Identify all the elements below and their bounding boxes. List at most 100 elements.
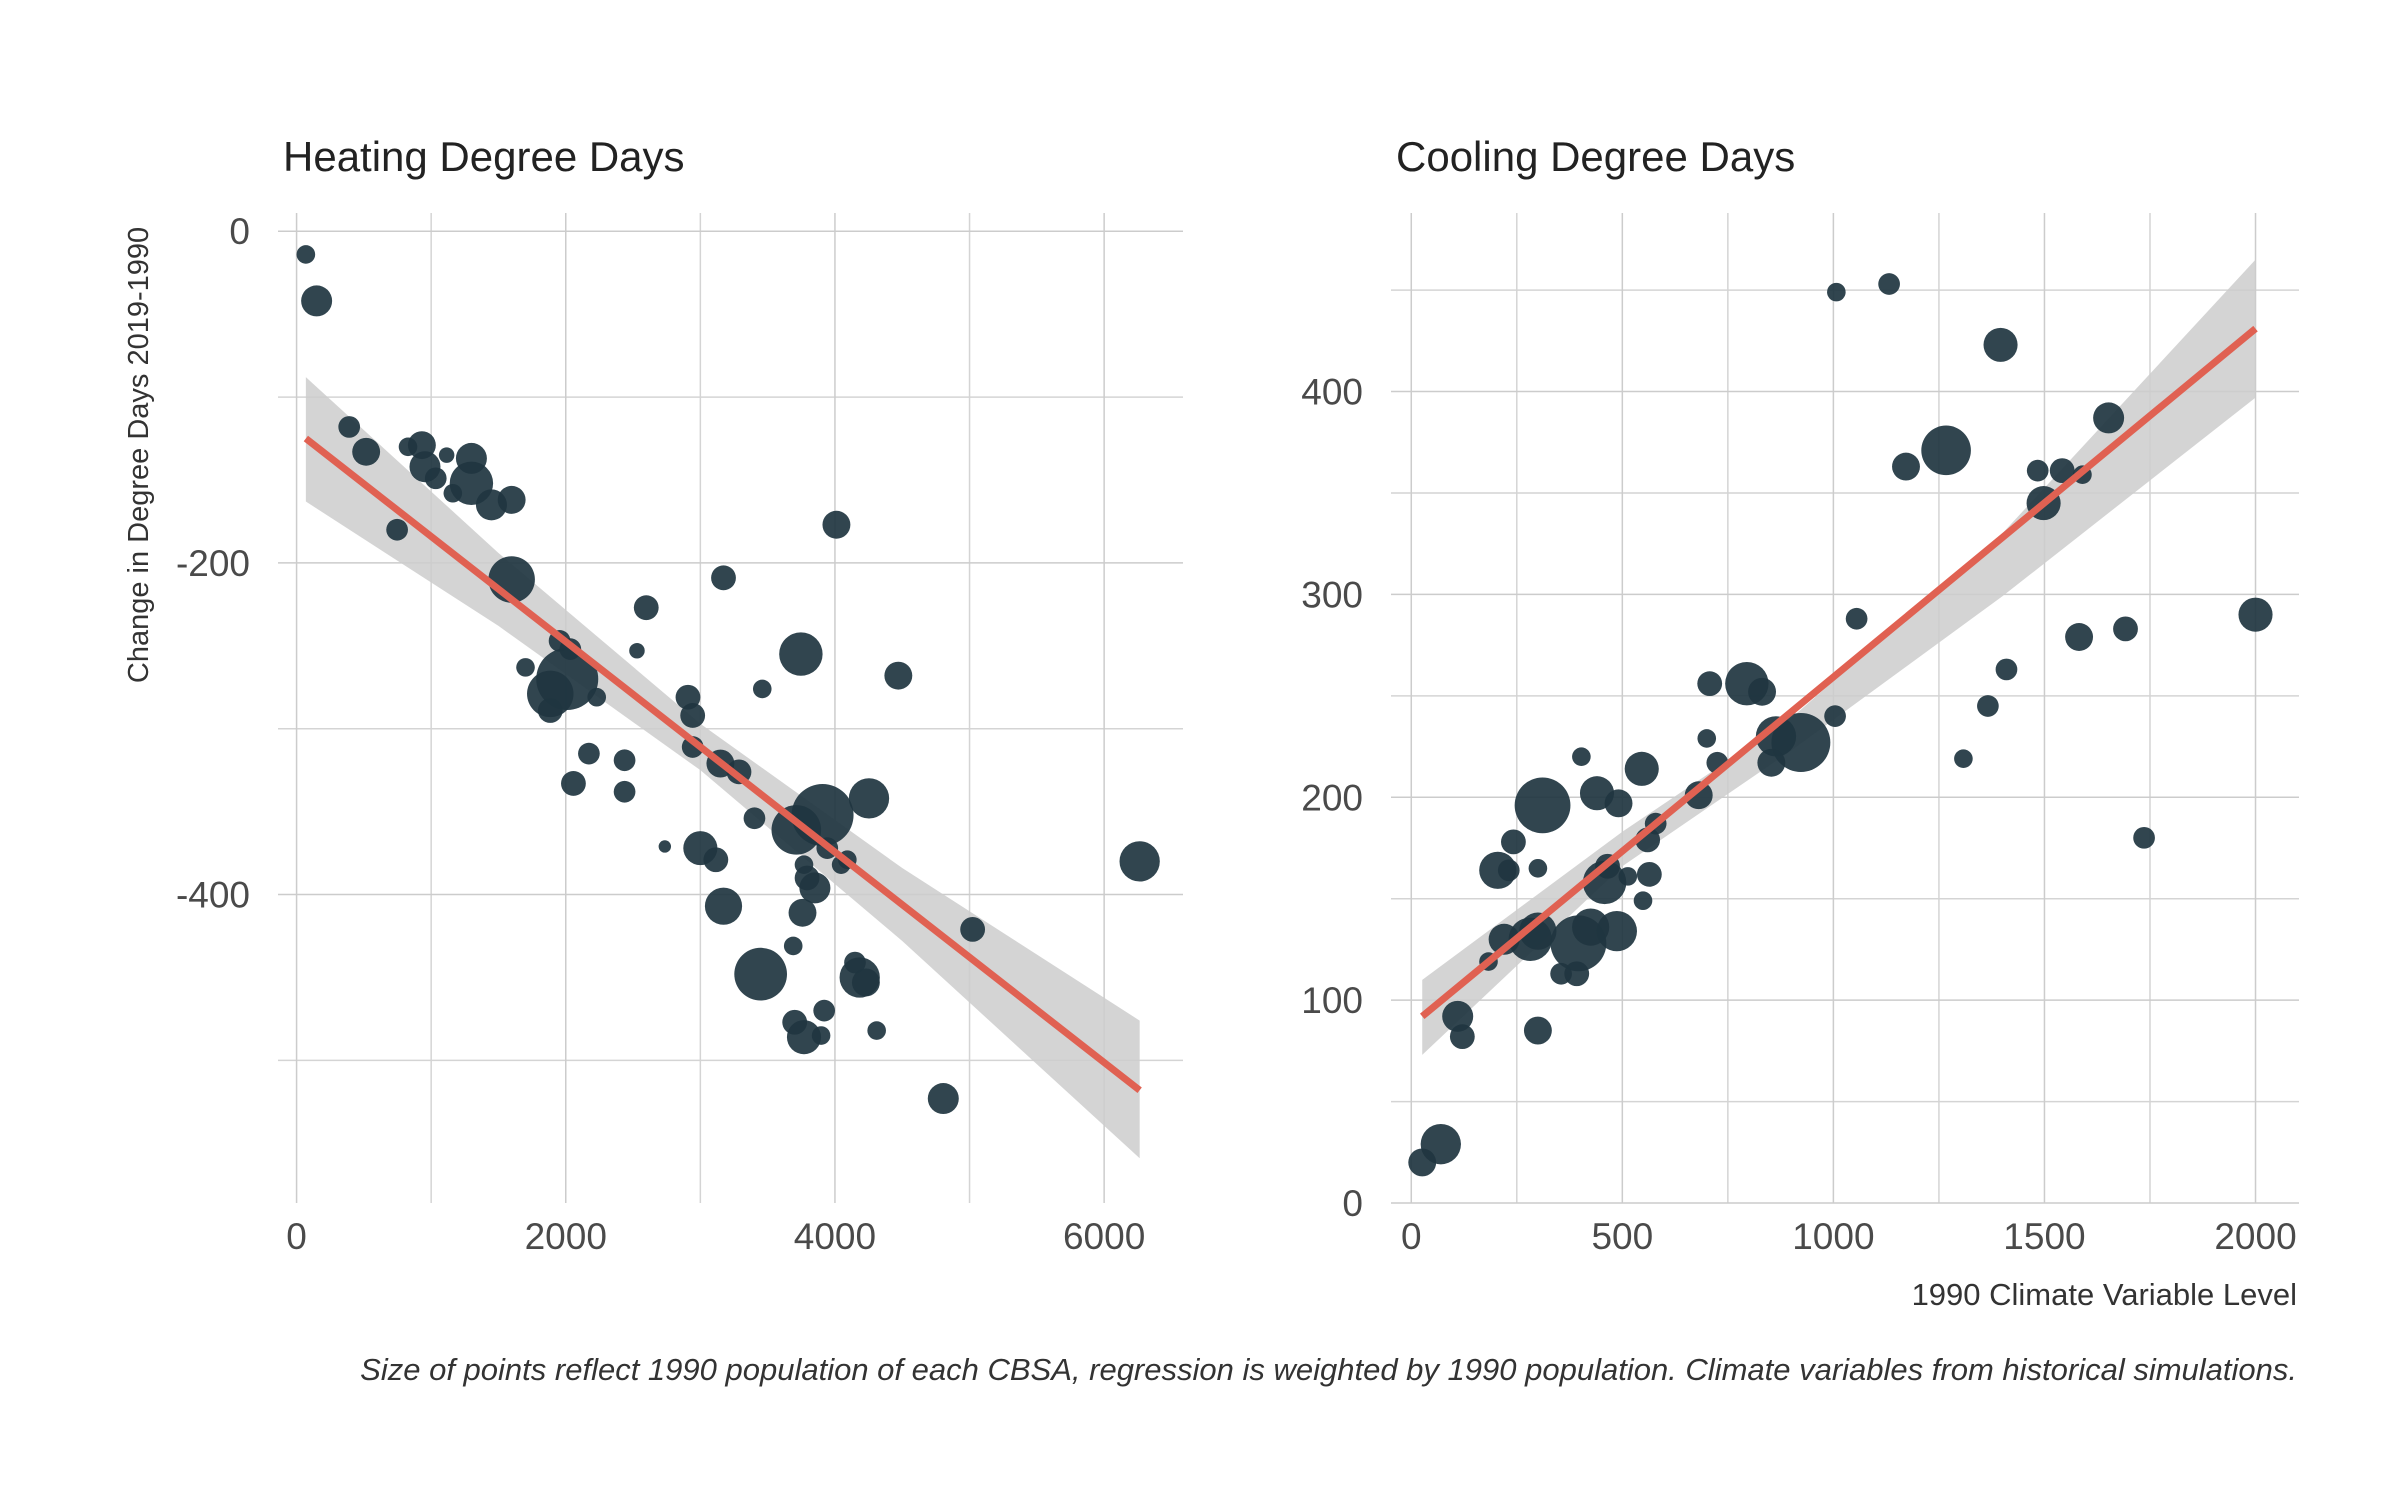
point (1684, 781, 1713, 810)
point (1697, 671, 1723, 697)
point (338, 416, 361, 438)
x-axis-label: 1990 Climate Variable Level (1912, 1277, 2297, 1312)
point (629, 643, 645, 659)
point (1995, 658, 2018, 681)
point (960, 916, 986, 942)
point (884, 661, 913, 690)
point (1119, 841, 1160, 882)
point (658, 840, 672, 853)
point (296, 245, 316, 264)
y-tick-label: -200 (176, 543, 250, 584)
point (1449, 1024, 1475, 1050)
point (791, 783, 854, 846)
point (788, 898, 817, 927)
point (497, 485, 526, 514)
x-tick-label: 1500 (2003, 1216, 2085, 1257)
point (536, 647, 599, 710)
point (1757, 748, 1786, 777)
point (1633, 891, 1653, 911)
point (2113, 616, 2138, 642)
y-tick-label: 0 (1342, 1183, 1363, 1224)
point (613, 749, 636, 772)
point (680, 703, 706, 728)
point (1497, 859, 1520, 882)
point (2133, 826, 2155, 849)
point (743, 807, 766, 830)
point (516, 658, 535, 677)
point (1824, 705, 1846, 727)
point (703, 847, 729, 873)
point (1523, 1016, 1552, 1045)
point (438, 447, 455, 463)
point (1827, 282, 1846, 302)
point (633, 595, 659, 621)
point (1892, 452, 1920, 481)
point (1845, 607, 1868, 630)
point (1519, 912, 1557, 950)
x-tick-label: 6000 (1063, 1216, 1145, 1257)
point (1983, 327, 2018, 362)
point (2026, 459, 2049, 482)
point (1596, 911, 1637, 952)
x-tick-label: 1000 (1792, 1216, 1874, 1257)
point (1442, 1000, 1474, 1032)
y-tick-label: 0 (229, 211, 250, 252)
point (779, 632, 823, 676)
y-axis-label: Change in Degree Days 2019-1990 (123, 227, 155, 683)
y-tick-label: 100 (1301, 980, 1363, 1021)
point (704, 887, 743, 925)
x-tick-label: 0 (1401, 1216, 1422, 1257)
x-tick-label: 4000 (794, 1216, 876, 1257)
point (2065, 623, 2094, 651)
point (1878, 273, 1900, 295)
caption: Size of points reflect 1990 population o… (360, 1352, 2297, 1387)
point (1514, 777, 1571, 834)
panel-title: Cooling Degree Days (1396, 133, 1795, 180)
point (301, 285, 333, 317)
point (561, 771, 586, 796)
point (587, 687, 607, 707)
point (799, 872, 831, 904)
x-tick-label: 500 (1591, 1216, 1653, 1257)
point (386, 518, 408, 541)
point (752, 679, 772, 699)
y-tick-label: 200 (1301, 777, 1363, 818)
panel: 0 500 1000 1500 2000 0 100 200 300 400 Cooling Deg… (1301, 133, 2299, 1312)
y-tick-label: -400 (176, 875, 250, 916)
y-tick-label: 300 (1301, 574, 1363, 615)
point (578, 742, 600, 765)
point (2238, 597, 2273, 632)
panel: 0 2000 4000 6000 0 -200 -400 Heating Degree Day… (123, 133, 1183, 1257)
point (2049, 458, 2075, 484)
point (786, 1020, 822, 1055)
point (424, 467, 447, 490)
point (1921, 425, 1971, 476)
point (2093, 402, 2125, 434)
x-tick-label: 0 (286, 1216, 307, 1257)
point (1528, 858, 1548, 878)
point (352, 437, 381, 466)
point (1954, 749, 1973, 769)
point (1624, 751, 1659, 786)
point (822, 510, 851, 539)
point (734, 947, 787, 1001)
point (1618, 867, 1638, 886)
y-tick-label: 400 (1301, 372, 1363, 413)
point (851, 968, 880, 997)
point (1636, 861, 1662, 887)
point (867, 1021, 886, 1040)
point (1420, 1124, 1461, 1165)
point (711, 565, 736, 591)
point (1501, 829, 1526, 855)
point (1977, 695, 1999, 717)
regression-line (303, 435, 1142, 1093)
confidence-band (1422, 259, 2256, 1055)
point (1572, 747, 1591, 766)
panel-title: Heating Degree Days (283, 133, 685, 180)
point (813, 999, 836, 1022)
x-tick-label: 2000 (2214, 1216, 2296, 1257)
point (1771, 713, 1831, 772)
regression-line (1420, 325, 2258, 1020)
x-tick-label: 2000 (525, 1216, 607, 1257)
